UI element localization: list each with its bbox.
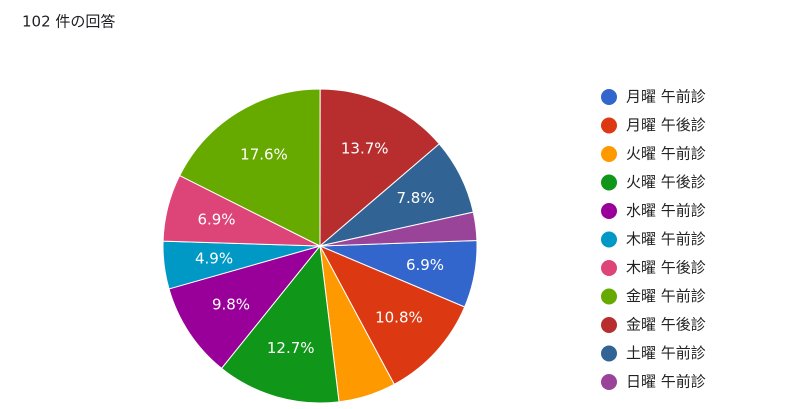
slice-label: 17.6%: [240, 146, 288, 164]
legend-swatch: [601, 117, 617, 134]
chart-title: 102 件の回答: [22, 13, 115, 31]
legend-swatch: [601, 89, 617, 105]
legend-label: 火曜 午後診: [626, 173, 706, 191]
legend-label: 土曜 午前診: [626, 344, 706, 362]
slice-label: 6.9%: [197, 210, 235, 228]
legend-label: 木曜 午前診: [626, 230, 706, 248]
legend-label: 水曜 午前診: [626, 202, 706, 220]
legend-swatch: [601, 317, 617, 333]
pie-slice: [179, 88, 321, 247]
legend-swatch: [601, 146, 617, 162]
slice-label: 9.8%: [212, 295, 250, 313]
pie-slice: [168, 245, 322, 370]
slice-label: 10.8%: [375, 308, 423, 326]
pie-slice: [319, 88, 440, 248]
legend-label: 日曜 午前診: [626, 373, 706, 391]
legend-label: 月曜 午後診: [626, 116, 706, 134]
pie-slice: [318, 244, 466, 386]
pie-slice: [220, 244, 340, 404]
slice-label: 7.8%: [396, 189, 434, 207]
legend-swatch: [601, 231, 617, 248]
legend-swatch: [601, 174, 617, 191]
slice-label: 13.7%: [341, 140, 389, 158]
legend-label: 金曜 午後診: [626, 316, 706, 334]
legend-swatch: [601, 374, 617, 390]
legend-label: 木曜 午後診: [626, 259, 706, 277]
legend-swatch: [601, 345, 617, 362]
legend-label: 月曜 午前診: [626, 88, 706, 106]
slice-label: 12.7%: [267, 339, 315, 357]
legend-swatch: [601, 260, 617, 276]
pie-slice: [319, 211, 478, 247]
legend-label: 金曜 午前診: [626, 287, 706, 305]
slice-label: 4.9%: [195, 250, 233, 268]
legend-swatch: [601, 288, 617, 305]
legend-label: 火曜 午前診: [626, 145, 706, 163]
legend-swatch: [601, 203, 617, 219]
slice-label: 6.9%: [406, 256, 444, 274]
